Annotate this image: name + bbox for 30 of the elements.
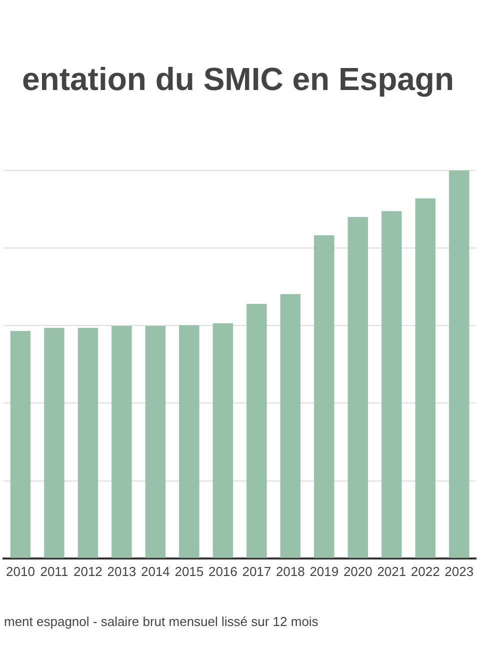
x-tick-label: 2019 — [310, 564, 339, 579]
bar — [78, 328, 98, 558]
x-tick-label: 2015 — [174, 564, 204, 579]
bar — [449, 170, 470, 558]
x-tick-label: 2022 — [410, 564, 440, 579]
x-tick-label: 2020 — [343, 564, 372, 579]
x-tick-label: 2014 — [140, 564, 170, 579]
x-tick-label: 2010 — [6, 564, 35, 579]
x-tick-label: 2021 — [377, 564, 406, 579]
chart-title: entation du SMIC en Espagn — [22, 61, 454, 98]
bar — [415, 198, 436, 558]
bar — [348, 216, 368, 558]
bar — [246, 304, 267, 558]
x-tick-label: 2017 — [242, 564, 272, 579]
bar — [179, 325, 200, 558]
x-tick-label: 2023 — [444, 564, 474, 579]
bar — [212, 323, 234, 558]
bar — [145, 326, 166, 558]
bar — [112, 326, 132, 558]
bar — [44, 328, 64, 558]
x-tick-label: 2012 — [73, 564, 102, 579]
x-tick-label: 2011 — [40, 564, 68, 579]
bar — [280, 294, 301, 558]
text: ment espagnol - salaire brut mensuel lissé sur 12 mois — [4, 614, 319, 629]
bar — [314, 235, 334, 558]
x-tick-label: 2018 — [276, 564, 305, 579]
bar — [10, 331, 31, 558]
x-tick-label: 2016 — [208, 564, 238, 579]
x-tick-label: 2013 — [107, 564, 136, 579]
bar — [382, 211, 402, 558]
